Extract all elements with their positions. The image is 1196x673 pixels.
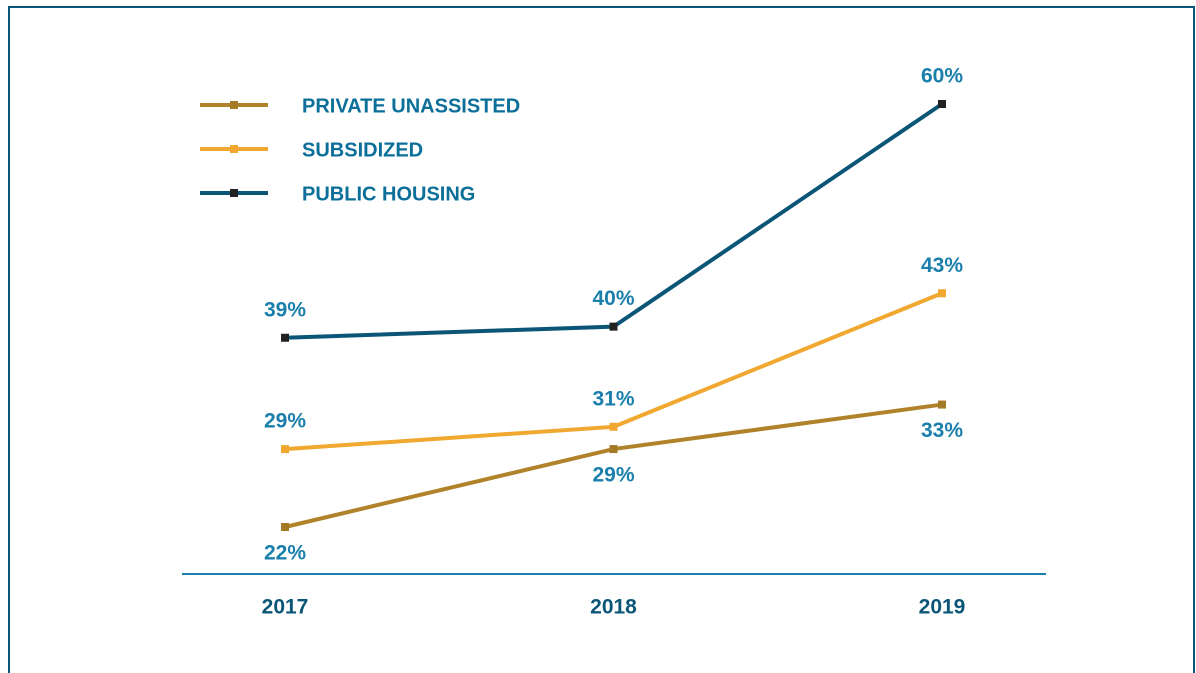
legend-label: PRIVATE UNASSISTED — [302, 95, 520, 117]
legend-marker — [230, 189, 238, 197]
point-marker — [938, 100, 946, 108]
point-marker — [281, 333, 289, 342]
point-marker — [281, 523, 289, 531]
x-tick-label: 2017 — [262, 596, 309, 619]
point-marker — [609, 422, 618, 431]
value-label: 39% — [264, 298, 306, 321]
legend-marker — [230, 101, 238, 109]
value-label: 29% — [264, 410, 306, 433]
legend-label: PUBLIC HOUSING — [302, 183, 475, 205]
legend-marker — [230, 145, 238, 153]
point-marker — [609, 445, 618, 454]
value-label: 22% — [264, 542, 306, 565]
x-tick-label: 2019 — [919, 596, 966, 619]
x-tick-label: 2018 — [590, 596, 637, 619]
point-marker — [938, 289, 946, 298]
value-label: 29% — [592, 464, 634, 487]
value-label: 60% — [921, 65, 963, 88]
value-label: 43% — [921, 254, 963, 277]
value-label: 31% — [592, 387, 634, 410]
legend-label: SUBSIDIZED — [302, 139, 423, 161]
point-marker — [609, 322, 618, 331]
value-label: 40% — [592, 287, 634, 310]
point-marker — [938, 400, 946, 409]
frame — [8, 6, 1195, 673]
value-label: 33% — [921, 419, 963, 442]
point-marker — [281, 445, 289, 454]
